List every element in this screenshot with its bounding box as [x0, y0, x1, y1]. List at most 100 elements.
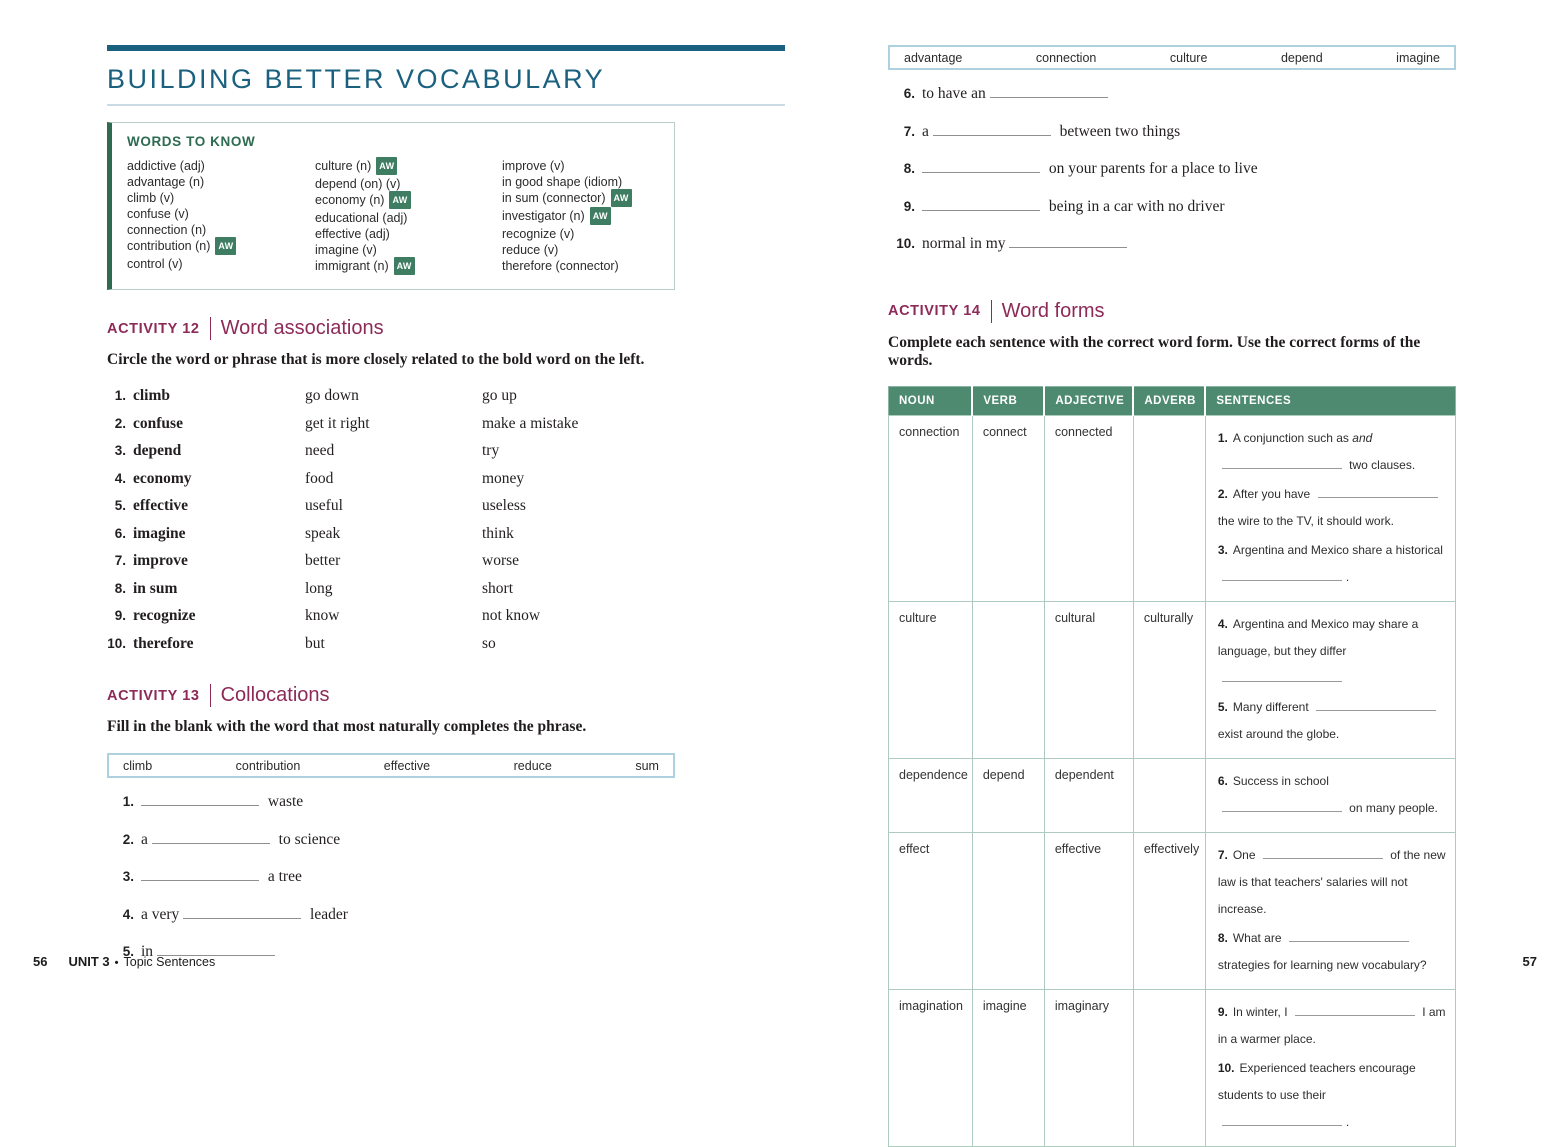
words-to-know-title: WORDS TO KNOW [127, 134, 256, 149]
answer-blank[interactable] [1221, 1115, 1342, 1126]
activity-13-list: 1. waste 2. a to science 3. a tree 4. a very … [107, 793, 785, 981]
answer-blank[interactable] [183, 907, 302, 919]
answer-blank[interactable] [141, 794, 259, 806]
fill-in-item: 3. a tree [107, 868, 785, 906]
noun-cell: culture [888, 600, 973, 759]
vocab-word-text: contribution (n) [127, 239, 211, 253]
left-page-footer: 56 UNIT 3 • Topic Sentences [33, 954, 215, 969]
activity-12-title: Word associations [220, 317, 384, 339]
answer-blank[interactable] [1221, 671, 1342, 682]
verb-cell [971, 600, 1045, 759]
answer-blank[interactable] [156, 944, 275, 956]
aw-badge: AW [610, 189, 632, 207]
item-number: 4. [122, 906, 134, 922]
answer-blank[interactable] [151, 832, 270, 844]
adverb-cell [1132, 988, 1206, 1147]
sentence-number: 8. [1217, 930, 1228, 945]
italic-word: and [1352, 430, 1373, 445]
item-number: 8. [114, 580, 126, 596]
answer-blank[interactable] [1294, 1005, 1415, 1016]
words-to-know-column: culture (n) AW depend (on) (v) economy (n) A… [315, 157, 502, 276]
fill-in-item: 5. in [107, 943, 785, 981]
vocab-word: therefore (connector) [502, 258, 664, 274]
answer-blank[interactable] [1009, 236, 1128, 248]
fill-in-phrase: to have an [915, 85, 1113, 103]
answer-blank[interactable] [1262, 848, 1383, 859]
answer-blank[interactable] [1317, 487, 1438, 498]
vocab-word-text: educational (adj) [315, 211, 408, 225]
sentence: 4. Argentina and Mexico may share a langu… [1218, 611, 1449, 692]
activity-14-heading: ACTIVITY 14 Word forms [888, 299, 1456, 323]
adjective-cell: dependent [1043, 757, 1134, 833]
item-number: 5. [122, 944, 134, 959]
answer-blank[interactable] [141, 869, 259, 881]
word-bank-word: culture [1169, 50, 1208, 65]
right-page-footer: 57 [1523, 954, 1537, 969]
vocab-word: improve (v) [502, 158, 664, 174]
bold-word: recognize [133, 607, 196, 624]
sentence-number: 7. [1217, 847, 1228, 862]
vocab-word: immigrant (n) AW [315, 257, 502, 276]
option-a: useful [305, 497, 343, 514]
adjective-cell: imaginary [1043, 988, 1134, 1147]
vocab-word: contribution (n) AW [127, 237, 315, 256]
answer-blank[interactable] [1288, 931, 1409, 942]
page-number: 57 [1522, 954, 1537, 969]
association-row: 1. climb go down go up [107, 382, 785, 410]
sentence-number: 9. [1217, 1004, 1228, 1019]
aw-badge: AW [215, 237, 237, 255]
option-a: long [305, 579, 333, 597]
sentence-number: 2. [1217, 486, 1228, 501]
item-number: 3. [114, 443, 126, 458]
vocab-word: connection (n) [127, 222, 315, 238]
vocab-word: addictive (adj) [127, 158, 315, 174]
sentence: 10. Experienced teachers encourage studen… [1217, 1060, 1416, 1129]
sentence: 6. Success in school on many people. [1217, 773, 1438, 815]
sentence: 2. After you have the wire to the TV, it … [1218, 481, 1449, 535]
vocab-word: climb (v) [127, 190, 315, 206]
item-number: 5. [114, 498, 126, 513]
item-number: 2. [114, 415, 126, 431]
bold-word: improve [133, 552, 188, 569]
fill-in-phrase: in [134, 943, 280, 961]
activity-heading-divider [209, 684, 211, 707]
activity-13-label: ACTIVITY 13 [107, 687, 200, 704]
answer-blank[interactable] [922, 199, 1040, 211]
answer-blank[interactable] [1221, 570, 1342, 581]
adverb-cell: culturally [1132, 600, 1206, 759]
answer-blank[interactable] [1316, 700, 1436, 711]
verb-cell [971, 831, 1045, 990]
table-column-header: VERB [972, 386, 1046, 415]
activity-14-instructions: Complete each sentence with the correct … [888, 333, 1421, 369]
answer-blank[interactable] [1221, 801, 1342, 812]
answer-blank[interactable] [922, 161, 1040, 173]
bold-word: effective [133, 497, 189, 514]
fill-in-item: 2. a to science [107, 831, 785, 869]
unit-label: UNIT 3 [68, 954, 110, 969]
bold-word: in sum [133, 579, 178, 597]
vocab-word-text: immigrant (n) [315, 259, 389, 273]
item-number: 9. [903, 198, 915, 214]
fill-in-item: 9. being in a car with no driver [888, 198, 1456, 236]
word-bank-word: imagine [1396, 50, 1440, 65]
item-number: 6. [114, 525, 126, 541]
vocab-word-text: therefore (connector) [502, 259, 619, 273]
answer-blank[interactable] [989, 86, 1108, 98]
sentence: 5. Many different exist around the globe. [1218, 694, 1449, 748]
word-bank-word: effective [383, 758, 431, 773]
word-forms-row: culture cultural culturally 4. Argentina and… [888, 600, 1457, 759]
vocab-word: advantage (n) [127, 174, 315, 190]
activity-12-heading: ACTIVITY 12 Word associations [107, 317, 785, 340]
vocab-word: depend (on) (v) [315, 176, 502, 192]
association-row: 10. therefore but so [107, 630, 785, 658]
left-page: BUILDING BETTER VOCABULARY WORDS TO KNOW… [107, 0, 785, 981]
right-page-word-bank: advantage connection culture depend imagine [888, 45, 1456, 70]
sentence-number: 10. [1217, 1060, 1235, 1075]
answer-blank[interactable] [1221, 458, 1342, 469]
vocab-word-text: confuse (v) [127, 207, 189, 221]
option-b: useless [482, 497, 526, 514]
association-row: 4. economy food money [107, 465, 785, 493]
answer-blank[interactable] [932, 124, 1051, 136]
sentence-number: 3. [1217, 542, 1228, 557]
vocab-word: confuse (v) [127, 206, 315, 222]
